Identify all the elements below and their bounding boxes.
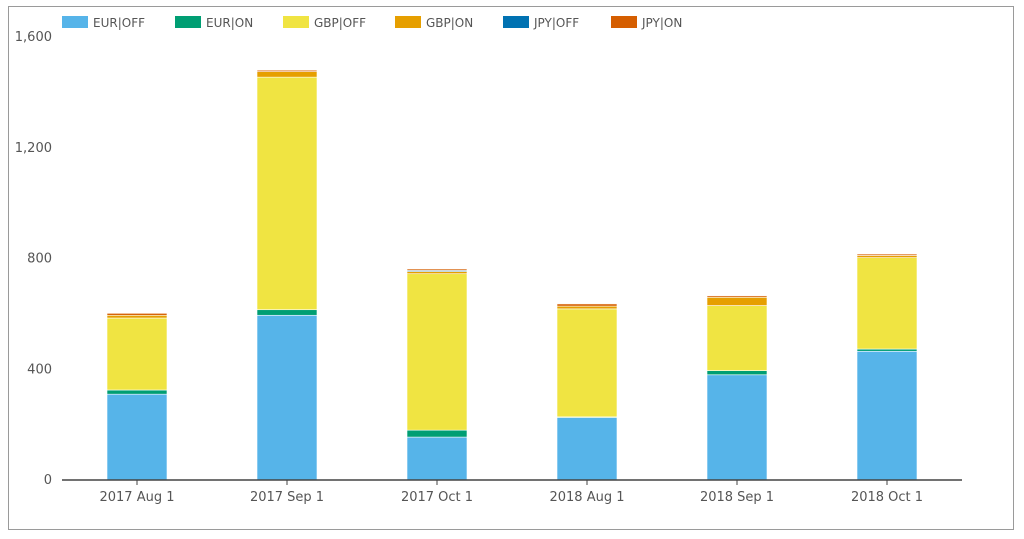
legend-swatch bbox=[395, 16, 421, 28]
legend-item-eur-off[interactable]: EUR|OFF bbox=[62, 16, 145, 30]
bar-segment-gbp-on[interactable] bbox=[856, 255, 918, 258]
chart-frame bbox=[8, 6, 1014, 530]
bar-segment-eur-on[interactable] bbox=[856, 348, 918, 352]
bar-segment-jpy-on[interactable] bbox=[406, 268, 468, 271]
legend-label: JPY|ON bbox=[641, 16, 682, 30]
bar-segment-eur-on[interactable] bbox=[406, 429, 468, 438]
x-tick-label: 2017 Oct 1 bbox=[401, 490, 473, 505]
bar-segment-eur-off[interactable] bbox=[106, 393, 168, 481]
y-tick-label: 800 bbox=[27, 252, 52, 267]
bar-stack-2017-sep-1 bbox=[256, 69, 318, 481]
x-tick-label: 2018 Sep 1 bbox=[700, 490, 774, 505]
bar-segment-gbp-on[interactable] bbox=[556, 305, 618, 310]
legend-label: EUR|ON bbox=[206, 16, 253, 30]
bar-segment-eur-off[interactable] bbox=[856, 350, 918, 481]
legend-item-jpy-off[interactable]: JPY|OFF bbox=[503, 16, 579, 30]
y-tick-label: 1,600 bbox=[15, 30, 52, 45]
bar-segment-eur-off[interactable] bbox=[706, 374, 768, 481]
bar-segment-gbp-off[interactable] bbox=[556, 308, 618, 418]
bar-segment-gbp-on[interactable] bbox=[256, 71, 318, 78]
bar-segment-jpy-on[interactable] bbox=[256, 69, 318, 72]
y-axis: 0 400 800 1,200 1,600 bbox=[15, 30, 52, 488]
legend-label: EUR|OFF bbox=[93, 16, 145, 30]
legend-swatch bbox=[283, 16, 309, 28]
legend-item-gbp-off[interactable]: GBP|OFF bbox=[283, 16, 366, 30]
y-tick-label: 400 bbox=[27, 362, 52, 377]
bar-segment-eur-on[interactable] bbox=[256, 309, 318, 316]
bar-stack-2017-aug-1 bbox=[106, 313, 168, 481]
x-tick-label: 2018 Aug 1 bbox=[549, 490, 624, 505]
y-tick-label: 1,200 bbox=[15, 141, 52, 156]
bars bbox=[106, 69, 918, 481]
x-axis: 2017 Aug 1 2017 Sep 1 2017 Oct 1 2018 Aug 1… bbox=[62, 479, 962, 505]
bar-segment-jpy-on[interactable] bbox=[556, 303, 618, 307]
bar-segment-eur-off[interactable] bbox=[406, 436, 468, 481]
legend-label: GBP|ON bbox=[426, 16, 473, 30]
bar-stack-2018-sep-1 bbox=[706, 295, 768, 481]
y-tick-label: 0 bbox=[44, 473, 52, 488]
bar-segment-gbp-off[interactable] bbox=[406, 273, 468, 431]
x-tick-label: 2017 Aug 1 bbox=[99, 490, 174, 505]
bar-segment-gbp-off[interactable] bbox=[856, 257, 918, 350]
bar-stack-2018-aug-1 bbox=[556, 303, 618, 481]
bar-segment-eur-on[interactable] bbox=[706, 370, 768, 376]
bar-segment-gbp-off[interactable] bbox=[106, 317, 168, 391]
bar-segment-eur-off[interactable] bbox=[556, 417, 618, 481]
legend-item-gbp-on[interactable]: GBP|ON bbox=[395, 16, 473, 30]
legend-swatch bbox=[611, 16, 637, 28]
legend-label: GBP|OFF bbox=[314, 16, 366, 30]
bar-segment-jpy-on[interactable] bbox=[706, 295, 768, 298]
bar-segment-eur-off[interactable] bbox=[256, 314, 318, 481]
x-tick-label: 2018 Oct 1 bbox=[851, 490, 923, 505]
bar-segment-gbp-on[interactable] bbox=[706, 296, 768, 306]
legend-swatch bbox=[503, 16, 529, 28]
bar-stack-2017-oct-1 bbox=[406, 268, 468, 481]
bar-segment-eur-on[interactable] bbox=[106, 389, 168, 395]
bar-stack-2018-oct-1 bbox=[856, 253, 918, 481]
x-tick-label: 2017 Sep 1 bbox=[250, 490, 324, 505]
legend-swatch bbox=[175, 16, 201, 28]
bar-segment-gbp-on[interactable] bbox=[406, 271, 468, 275]
legend-label: JPY|OFF bbox=[533, 16, 579, 30]
bar-segment-jpy-on[interactable] bbox=[856, 253, 918, 256]
bar-segment-gbp-off[interactable] bbox=[256, 76, 318, 311]
legend: EUR|OFF EUR|ON GBP|OFF GBP|ON JPY|OFF JPY|ON bbox=[62, 16, 682, 30]
bar-segment-gbp-on[interactable] bbox=[106, 314, 168, 319]
legend-swatch bbox=[62, 16, 88, 28]
bar-segment-jpy-on[interactable] bbox=[106, 313, 168, 316]
bar-segment-gbp-off[interactable] bbox=[706, 305, 768, 371]
legend-item-eur-on[interactable]: EUR|ON bbox=[175, 16, 253, 30]
legend-item-jpy-on[interactable]: JPY|ON bbox=[611, 16, 682, 30]
